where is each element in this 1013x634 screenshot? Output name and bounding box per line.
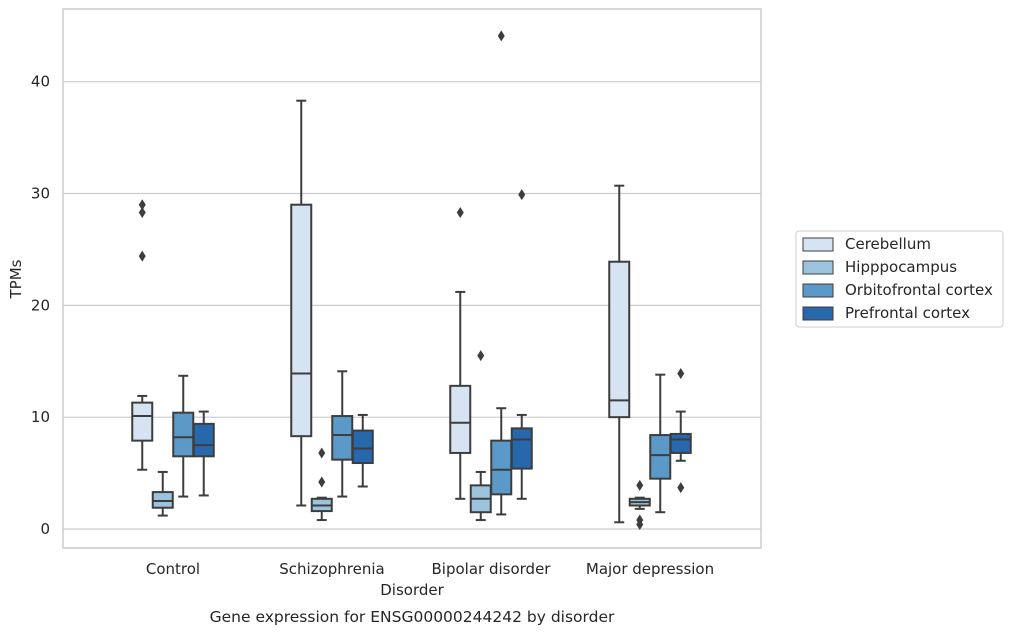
box-orbitofrontal-cortex	[649, 373, 672, 514]
outlier-point	[318, 476, 326, 488]
iqr-box	[490, 439, 513, 496]
legend-swatch	[802, 237, 834, 252]
x-tick-label: Bipolar disorder	[432, 560, 552, 578]
legend-swatch	[802, 283, 834, 298]
outlier-point	[138, 207, 146, 219]
box-prefrontal-cortex	[192, 410, 215, 497]
outlier-point	[677, 368, 685, 380]
outlier-point	[636, 479, 644, 491]
box-hipppocampus	[310, 447, 333, 522]
y-tick-label: 0	[40, 520, 50, 538]
outlier-point	[456, 207, 464, 219]
iqr-box	[608, 260, 631, 419]
iqr-box	[151, 491, 174, 509]
box-hipppocampus	[628, 479, 651, 531]
iqr-box	[669, 432, 692, 454]
y-tick-label: 20	[31, 296, 50, 314]
legend-label: Orbitofrontal cortex	[845, 281, 993, 299]
iqr-box	[351, 429, 374, 465]
box-prefrontal-cortex	[669, 368, 692, 494]
iqr-box	[172, 411, 195, 458]
boxes	[131, 30, 692, 531]
legend-label: Prefrontal cortex	[845, 304, 970, 322]
legend: Cerebellum Hipppocampus Orbitofrontal cort…	[795, 230, 1004, 328]
iqr-box	[449, 384, 472, 454]
box-hipppocampus	[151, 470, 174, 517]
y-tick-label: 10	[31, 408, 50, 426]
outlier-point	[477, 350, 485, 362]
iqr-box	[192, 422, 215, 458]
legend-swatch	[802, 306, 834, 321]
legend-frame	[795, 230, 1004, 328]
outlier-point	[636, 519, 644, 531]
box-cerebellum	[608, 184, 631, 524]
outlier-point	[138, 199, 146, 211]
x-tick-labels: Control Schizophrenia Bipolar disorder Majo…	[146, 560, 714, 578]
x-tick-label: Schizophrenia	[279, 560, 384, 578]
iqr-box	[510, 427, 533, 470]
legend-label: Hipppocampus	[845, 258, 957, 276]
outlier-point	[518, 189, 526, 201]
box-hipppocampus	[469, 350, 492, 522]
iqr-box	[290, 203, 313, 438]
box-cerebellum	[131, 199, 154, 471]
iqr-box	[331, 415, 354, 461]
y-tick-label: 40	[31, 73, 50, 91]
x-tick-label: Control	[146, 560, 200, 578]
box-prefrontal-cortex	[510, 189, 533, 500]
legend-swatch	[802, 260, 834, 275]
outlier-point	[138, 250, 146, 262]
chart-caption: Gene expression for ENSG00000244242 by d…	[210, 608, 615, 626]
outlier-point	[497, 30, 505, 42]
box-cerebellum	[449, 207, 472, 500]
x-tick-label: Major depression	[586, 560, 714, 578]
plot-area	[62, 8, 762, 549]
y-axis-title: TPMs	[7, 259, 25, 299]
y-tick-label: 30	[31, 185, 50, 203]
legend-label: Cerebellum	[845, 235, 931, 253]
box-prefrontal-cortex	[351, 413, 374, 488]
box-cerebellum	[290, 99, 313, 507]
iqr-box	[131, 401, 154, 442]
x-axis-title: Disorder	[380, 581, 444, 599]
iqr-box	[649, 434, 672, 480]
outlier-point	[677, 482, 685, 494]
y-tick-labels: 0 10 20 30 40	[31, 73, 50, 538]
outlier-point	[318, 447, 326, 459]
